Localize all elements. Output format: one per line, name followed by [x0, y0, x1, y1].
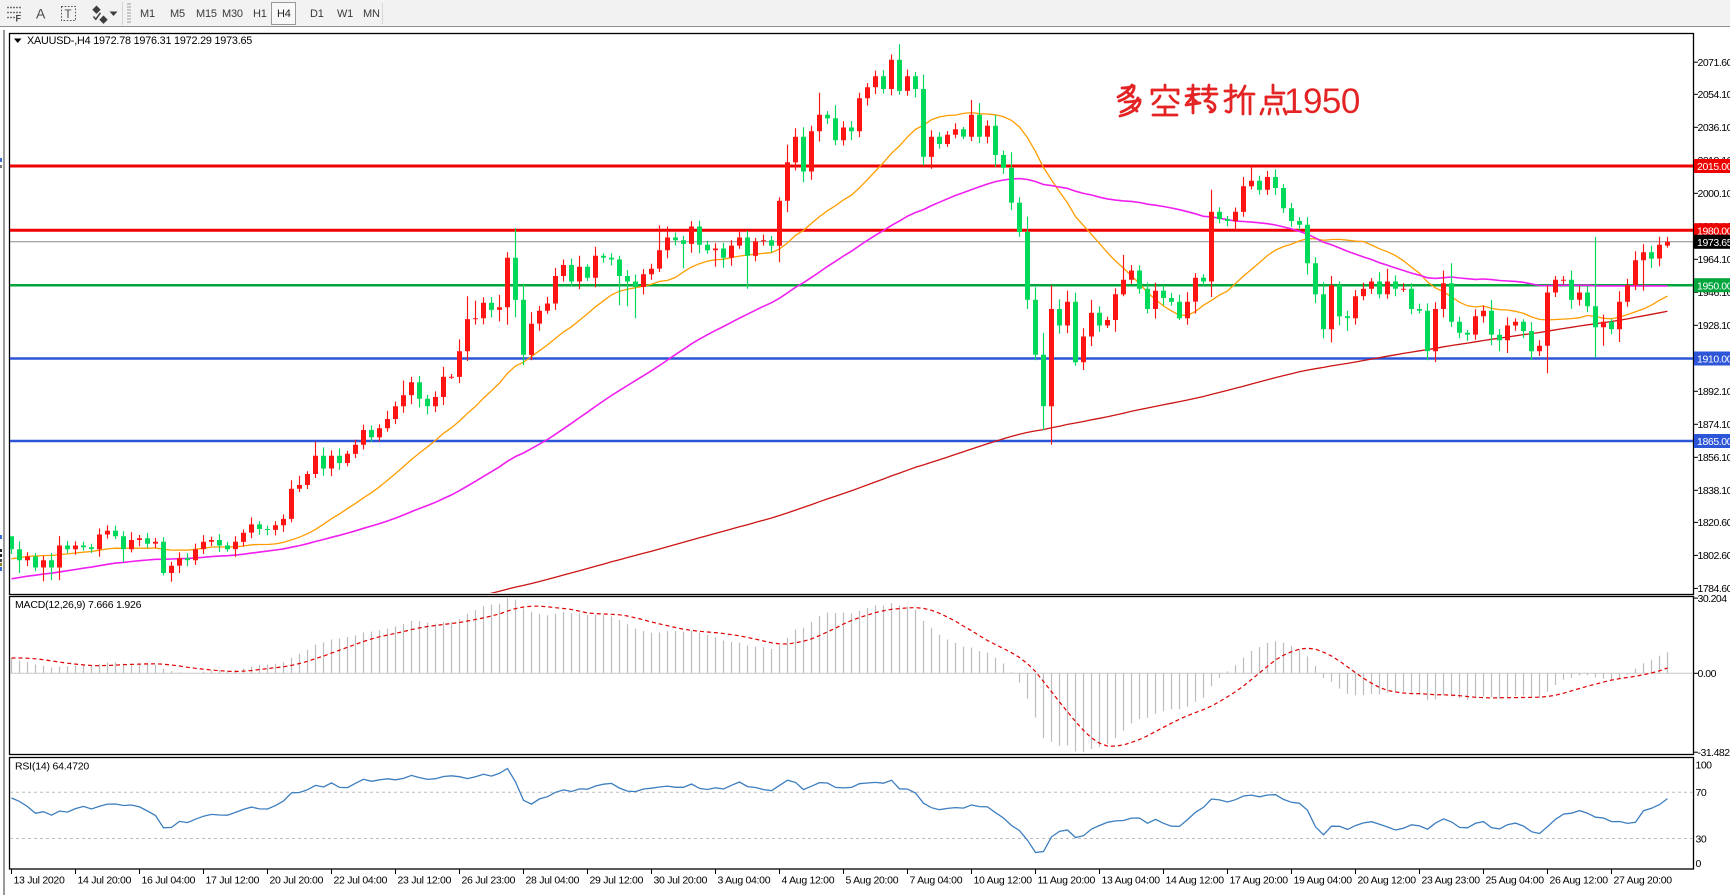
svg-text:1874.10: 1874.10 [1698, 419, 1730, 431]
svg-text:26 Aug 12:00: 26 Aug 12:00 [1550, 875, 1609, 887]
svg-text:20 Aug 12:00: 20 Aug 12:00 [1358, 875, 1417, 887]
svg-text:14 Aug 12:00: 14 Aug 12:00 [1166, 875, 1225, 887]
svg-text:0.00: 0.00 [1698, 668, 1717, 680]
svg-text:26 Jul 23:00: 26 Jul 23:00 [462, 875, 516, 887]
svg-text:XAUUSD-,H4 1972.78 1976.31 19: XAUUSD-,H4 1972.78 1976.31 1972.29 1973.… [27, 35, 252, 47]
svg-text:1820.60: 1820.60 [1698, 517, 1730, 529]
svg-text:1856.10: 1856.10 [1698, 452, 1730, 464]
svg-text:22 Jul 04:00: 22 Jul 04:00 [334, 875, 388, 887]
svg-text:2036.10: 2036.10 [1698, 122, 1730, 134]
svg-text:1865.00: 1865.00 [1697, 436, 1730, 448]
svg-text:25 Aug 04:00: 25 Aug 04:00 [1486, 875, 1545, 887]
svg-text:1838.10: 1838.10 [1698, 485, 1730, 497]
svg-text:7 Aug 04:00: 7 Aug 04:00 [910, 875, 963, 887]
svg-text:27 Aug 20:00: 27 Aug 20:00 [1614, 875, 1673, 887]
svg-text:1784.60: 1784.60 [1698, 583, 1730, 595]
svg-text:MACD(12,26,9) 7.666 1.926: MACD(12,26,9) 7.666 1.926 [15, 599, 142, 611]
svg-text:10 Aug 12:00: 10 Aug 12:00 [974, 875, 1033, 887]
svg-text:30.204: 30.204 [1698, 593, 1728, 605]
svg-text:A: A [36, 6, 46, 22]
svg-text:70: 70 [1696, 787, 1707, 799]
svg-text:30: 30 [1696, 833, 1707, 845]
svg-text:T: T [65, 9, 72, 21]
svg-text:2071.60: 2071.60 [1698, 57, 1730, 69]
svg-text:20 Jul 20:00: 20 Jul 20:00 [270, 875, 324, 887]
svg-text:1928.10: 1928.10 [1698, 320, 1730, 332]
svg-text:1802.60: 1802.60 [1698, 550, 1730, 562]
svg-text:11 Aug 20:00: 11 Aug 20:00 [1038, 875, 1096, 887]
svg-text:4 Aug 12:00: 4 Aug 12:00 [782, 875, 835, 887]
svg-text:100: 100 [1696, 759, 1713, 771]
svg-text:16 Jul 04:00: 16 Jul 04:00 [142, 875, 196, 887]
svg-text:30 Jul 20:00: 30 Jul 20:00 [654, 875, 708, 887]
svg-text:23 Aug 23:00: 23 Aug 23:00 [1422, 875, 1481, 887]
svg-text:3 Aug 04:00: 3 Aug 04:00 [718, 875, 771, 887]
svg-text:17 Aug 20:00: 17 Aug 20:00 [1230, 875, 1289, 887]
svg-text:19 Aug 04:00: 19 Aug 04:00 [1294, 875, 1353, 887]
svg-text:-31.482: -31.482 [1698, 747, 1730, 759]
svg-text:1950: 1950 [1284, 82, 1360, 121]
svg-text:5 Aug 20:00: 5 Aug 20:00 [846, 875, 899, 887]
svg-text:2015.00: 2015.00 [1697, 161, 1730, 173]
svg-text:13 Jul 2020: 13 Jul 2020 [14, 875, 65, 887]
svg-text:13 Aug 04:00: 13 Aug 04:00 [1102, 875, 1161, 887]
svg-text:23 Jul 12:00: 23 Jul 12:00 [398, 875, 452, 887]
svg-text:0: 0 [1696, 858, 1702, 870]
svg-text:2054.10: 2054.10 [1698, 89, 1730, 101]
svg-text:1973.65: 1973.65 [1697, 237, 1730, 249]
svg-text:1950.00: 1950.00 [1697, 280, 1730, 292]
svg-text:17 Jul 12:00: 17 Jul 12:00 [206, 875, 260, 887]
svg-text:29 Jul 12:00: 29 Jul 12:00 [590, 875, 644, 887]
svg-text:1892.10: 1892.10 [1698, 386, 1730, 398]
svg-text:28 Jul 04:00: 28 Jul 04:00 [526, 875, 580, 887]
svg-text:2000.10: 2000.10 [1698, 188, 1730, 200]
svg-text:F: F [16, 14, 22, 24]
svg-text:1980.00: 1980.00 [1697, 225, 1730, 237]
svg-text:1964.10: 1964.10 [1698, 254, 1730, 266]
svg-text:1910.00: 1910.00 [1697, 354, 1730, 366]
svg-text:14 Jul 20:00: 14 Jul 20:00 [78, 875, 132, 887]
svg-text:RSI(14) 64.4720: RSI(14) 64.4720 [15, 761, 89, 773]
